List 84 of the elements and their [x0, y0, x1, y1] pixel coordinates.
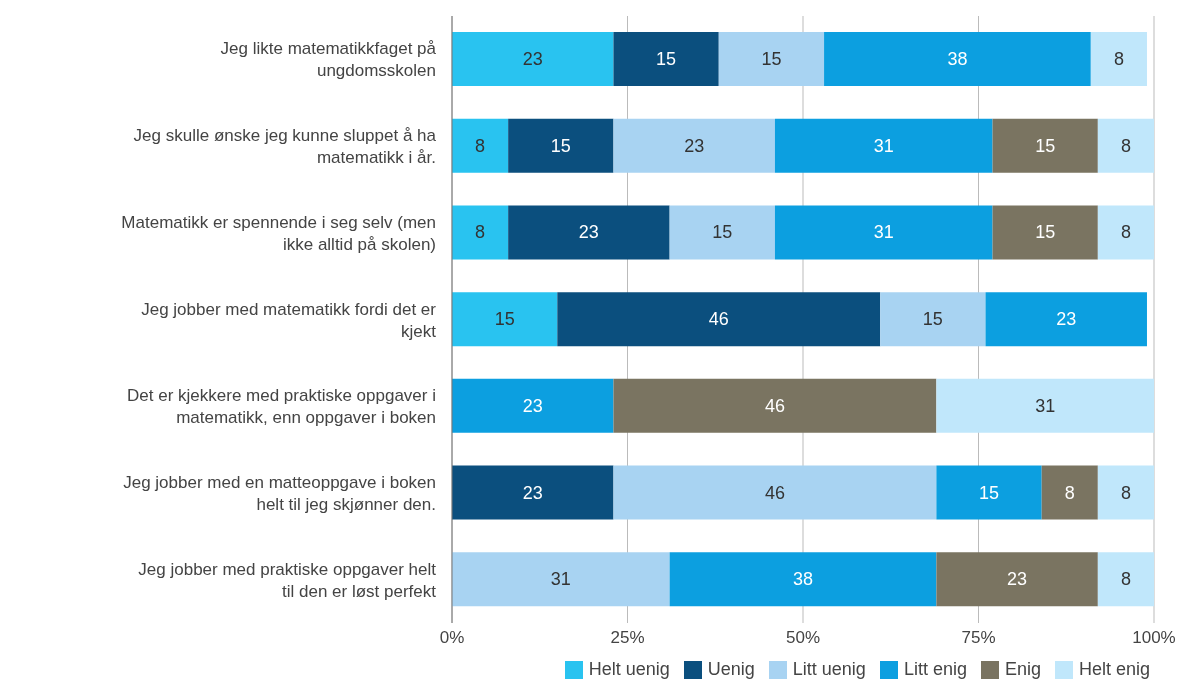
- bar: [1097, 465, 1154, 520]
- bar: [936, 552, 1098, 607]
- data-label: 8: [475, 222, 486, 243]
- bar: [669, 205, 775, 260]
- data-label: 31: [873, 222, 894, 243]
- data-label: 23: [522, 395, 543, 416]
- data-label: 8: [1120, 482, 1131, 503]
- y-tick-label: Jeg jobber med en matteoppgave i boken helt til jeg skjønner den.: [123, 472, 436, 514]
- bar: [452, 32, 614, 86]
- x-tick-label: 50%: [785, 628, 821, 648]
- legend-label: Uenig: [706, 659, 755, 680]
- bar: [992, 118, 1098, 173]
- data-label: 8: [1120, 569, 1131, 590]
- x-tick-label: 0%: [439, 628, 465, 648]
- bar: [508, 118, 614, 173]
- y-tick-label: Jeg skulle ønske jeg kunne sluppet å ha matematikk i år.: [133, 125, 437, 167]
- data-label: 15: [761, 49, 782, 69]
- bar: [508, 205, 670, 260]
- bar: [452, 205, 509, 260]
- data-label: 15: [1035, 222, 1056, 243]
- legend-label: Helt enig: [1077, 659, 1150, 680]
- bar: [880, 292, 986, 347]
- x-tick-label: 100%: [1132, 628, 1176, 648]
- bar: [452, 378, 614, 433]
- bar: [1097, 118, 1154, 173]
- data-label: 15: [922, 309, 943, 330]
- data-label: 46: [764, 395, 785, 416]
- data-label: 8: [475, 135, 486, 156]
- data-label: 46: [708, 309, 729, 330]
- bar: [1097, 552, 1154, 607]
- bar: [613, 32, 719, 86]
- bar: [1090, 32, 1147, 86]
- bar: [774, 205, 993, 260]
- data-label: 31: [1035, 395, 1056, 416]
- data-label: 23: [578, 222, 599, 243]
- y-tick-label: Matematikk er spennende i seg selv (men ikke alltid på skolen): [121, 212, 436, 254]
- legend-label: Enig: [1003, 659, 1041, 680]
- data-label: 31: [873, 135, 894, 156]
- bar: [1097, 205, 1154, 260]
- bar: [452, 292, 558, 347]
- data-label: 23: [1056, 309, 1077, 330]
- bar: [936, 465, 1042, 520]
- bar: [452, 552, 670, 607]
- data-label: 8: [1064, 482, 1075, 503]
- data-label: 15: [979, 482, 1000, 503]
- x-tick-label: 25%: [610, 628, 645, 648]
- data-label: 38: [947, 49, 968, 69]
- bar: [774, 118, 993, 173]
- bar: [452, 465, 614, 520]
- bar: [718, 32, 825, 86]
- data-label: 23: [522, 482, 543, 503]
- bar: [613, 465, 937, 520]
- data-label: 46: [764, 482, 785, 503]
- data-label: 23: [1007, 569, 1028, 590]
- bar: [613, 378, 937, 433]
- data-label: 15: [494, 309, 515, 330]
- legend-label: Litt enig: [902, 659, 967, 680]
- bar: [992, 205, 1098, 260]
- data-label: 15: [656, 49, 677, 69]
- bar: [669, 552, 937, 607]
- y-tick-label: Jeg jobber med praktiske oppgaver helt til den er løst perfekt: [138, 559, 437, 601]
- legend-label: Litt uenig: [791, 659, 866, 680]
- y-tick-label: Jeg jobber med matematikk fordi det er kjekt: [141, 299, 437, 340]
- data-label: 15: [1035, 135, 1056, 156]
- data-label: 23: [522, 49, 543, 69]
- bar: [936, 378, 1154, 433]
- bar: [613, 118, 775, 173]
- data-label: 15: [712, 222, 733, 243]
- data-label: 23: [684, 135, 705, 156]
- bar: [985, 292, 1147, 347]
- data-label: 31: [550, 569, 571, 590]
- bar: [1041, 465, 1098, 520]
- data-label: 8: [1113, 49, 1124, 69]
- bar: [824, 32, 1091, 86]
- legend-label: Helt uenig: [587, 659, 670, 680]
- data-label: 15: [550, 135, 571, 156]
- x-tick-label: 75%: [961, 628, 996, 648]
- bar: [452, 118, 509, 173]
- bar: [557, 292, 881, 347]
- data-label: 8: [1120, 135, 1131, 156]
- data-label: 38: [792, 569, 814, 590]
- data-label: 8: [1120, 222, 1131, 243]
- y-tick-label: Jeg likte matematikkfaget på ungdomsskolen: [220, 38, 437, 80]
- y-tick-label: Det er kjekkere med praktiske oppgaver i matematikk, enn oppgaver i boken: [127, 385, 436, 427]
